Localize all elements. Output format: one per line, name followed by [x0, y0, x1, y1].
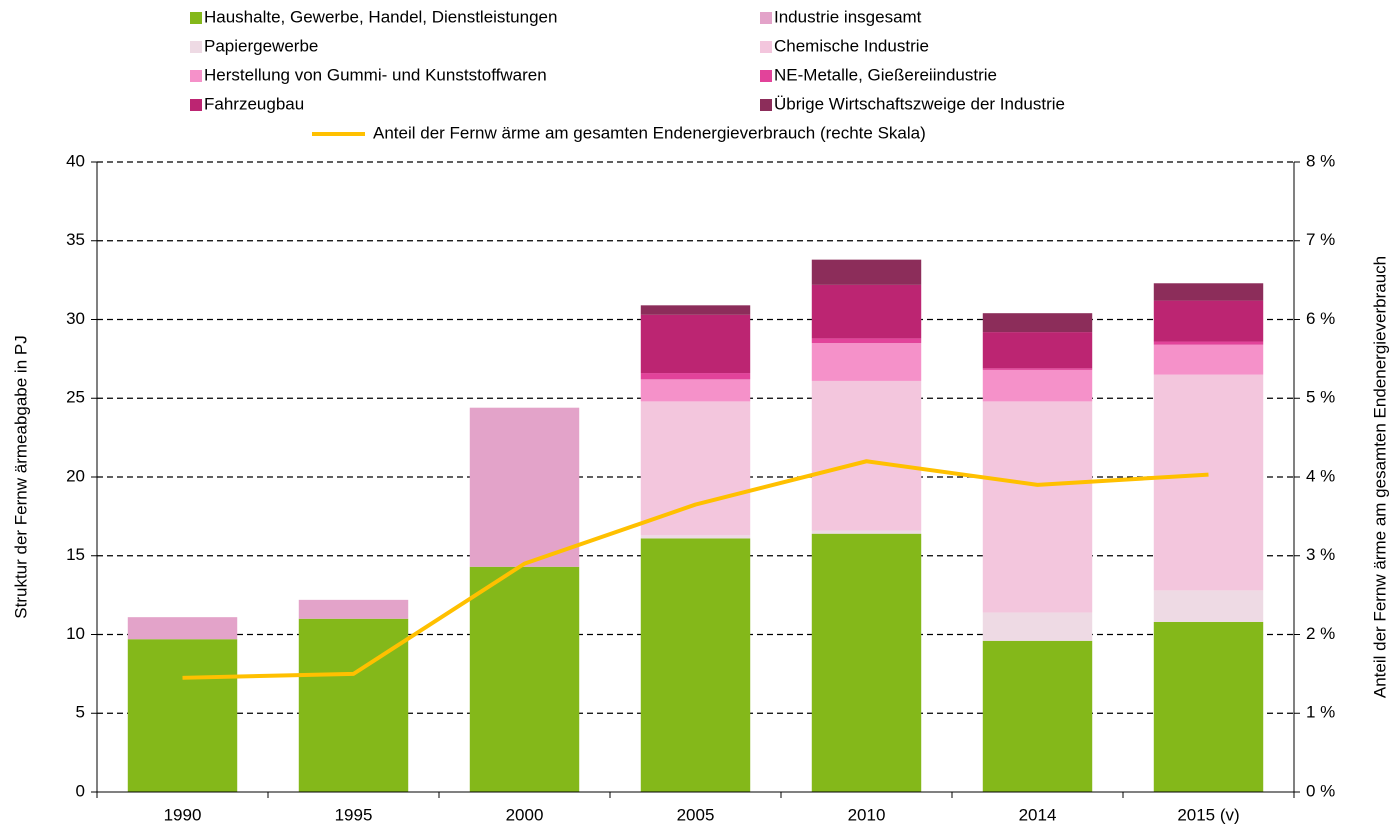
x-tick-label: 2010 — [848, 805, 886, 824]
y2-tick-label: 6 % — [1306, 309, 1335, 328]
legend-swatch — [760, 99, 772, 111]
y-tick-label: 30 — [66, 309, 85, 328]
y-tick-label: 5 — [76, 703, 85, 722]
bar-segment — [1153, 590, 1264, 622]
y2-tick-label: 7 % — [1306, 230, 1335, 249]
y-tick-label: 20 — [66, 466, 85, 485]
y2-tick-label: 5 % — [1306, 388, 1335, 407]
y2-axis-title: Anteil der Fernw ärme am gesamten Endene… — [1370, 256, 1389, 698]
legend-label: Herstellung von Gummi- und Kunststoffwar… — [204, 65, 547, 84]
bar-segment — [982, 332, 1093, 369]
legend-label: Haushalte, Gewerbe, Handel, Dienstleistu… — [204, 7, 557, 26]
bar-segment — [1153, 621, 1264, 792]
legend-label: Fahrzeugbau — [204, 94, 304, 113]
legend-label: Chemische Industrie — [774, 36, 929, 55]
legend-swatch — [760, 41, 772, 53]
bar-segment — [811, 530, 922, 534]
legend-swatch — [190, 99, 202, 111]
bar-segment — [982, 368, 1093, 370]
bar-segment — [811, 343, 922, 381]
bar-segment — [640, 401, 751, 536]
bar-segment — [640, 538, 751, 792]
bar-segment — [640, 535, 751, 539]
y2-tick-label: 1 % — [1306, 703, 1335, 722]
x-tick-label: 2000 — [506, 805, 544, 824]
legend-swatch — [190, 41, 202, 53]
bar-segment — [1153, 344, 1264, 375]
y2-tick-label: 2 % — [1306, 624, 1335, 643]
y-axis-title: Struktur der Fernw ärmeabgabe in PJ — [11, 335, 30, 618]
bar-segment — [811, 533, 922, 792]
bar-segment — [298, 599, 409, 619]
y-tick-label: 15 — [66, 545, 85, 564]
x-tick-label: 2015 (v) — [1177, 805, 1239, 824]
x-tick-label: 2005 — [677, 805, 715, 824]
y-tick-label: 35 — [66, 230, 85, 249]
y2-tick-label: 0 % — [1306, 781, 1335, 800]
x-tick-label: 2014 — [1019, 805, 1057, 824]
bar-segment — [1153, 341, 1264, 345]
legend-label: NE-Metalle, Gießereiindustrie — [774, 65, 997, 84]
legend-swatch — [760, 70, 772, 82]
bar-segment — [127, 617, 238, 640]
legend-swatch — [190, 70, 202, 82]
bar-segment — [982, 313, 1093, 333]
bar-segment — [1153, 300, 1264, 342]
bar-segment — [127, 639, 238, 792]
line-series — [182, 459, 1209, 680]
bar-segment — [982, 369, 1093, 402]
legend-label: Übrige Wirtschaftszweige der Industrie — [774, 94, 1065, 113]
bar-segment — [811, 380, 922, 531]
bar-segment — [469, 566, 580, 792]
bar-segment — [982, 401, 1093, 613]
y2-tick-label: 4 % — [1306, 466, 1335, 485]
y2-tick-label: 8 % — [1306, 151, 1335, 170]
legend-swatch — [190, 12, 202, 24]
legend-label: Industrie insgesamt — [774, 7, 922, 26]
bar-segment — [982, 640, 1093, 792]
bar-segment — [640, 305, 751, 315]
y-tick-label: 25 — [66, 388, 85, 407]
bar-segment — [469, 407, 580, 567]
bar-segment — [811, 284, 922, 339]
bar-segment — [640, 373, 751, 380]
bar-segment — [298, 618, 409, 792]
x-tick-label: 1995 — [335, 805, 373, 824]
legend-swatch — [760, 12, 772, 24]
legend-label: Anteil der Fernw ärme am gesamten Endene… — [373, 123, 926, 142]
legend-label: Papiergewerbe — [204, 36, 318, 55]
bar-segment — [1153, 283, 1264, 301]
bar-segment — [811, 259, 922, 285]
y-tick-label: 40 — [66, 151, 85, 170]
y-tick-label: 0 — [76, 781, 85, 800]
bar-segment — [982, 612, 1093, 641]
bar-segment — [1153, 374, 1264, 591]
bar-segment — [640, 379, 751, 402]
x-tick-label: 1990 — [164, 805, 202, 824]
y2-tick-label: 3 % — [1306, 545, 1335, 564]
bar-segment — [811, 338, 922, 344]
bar-segment — [640, 314, 751, 374]
y-tick-label: 10 — [66, 624, 85, 643]
